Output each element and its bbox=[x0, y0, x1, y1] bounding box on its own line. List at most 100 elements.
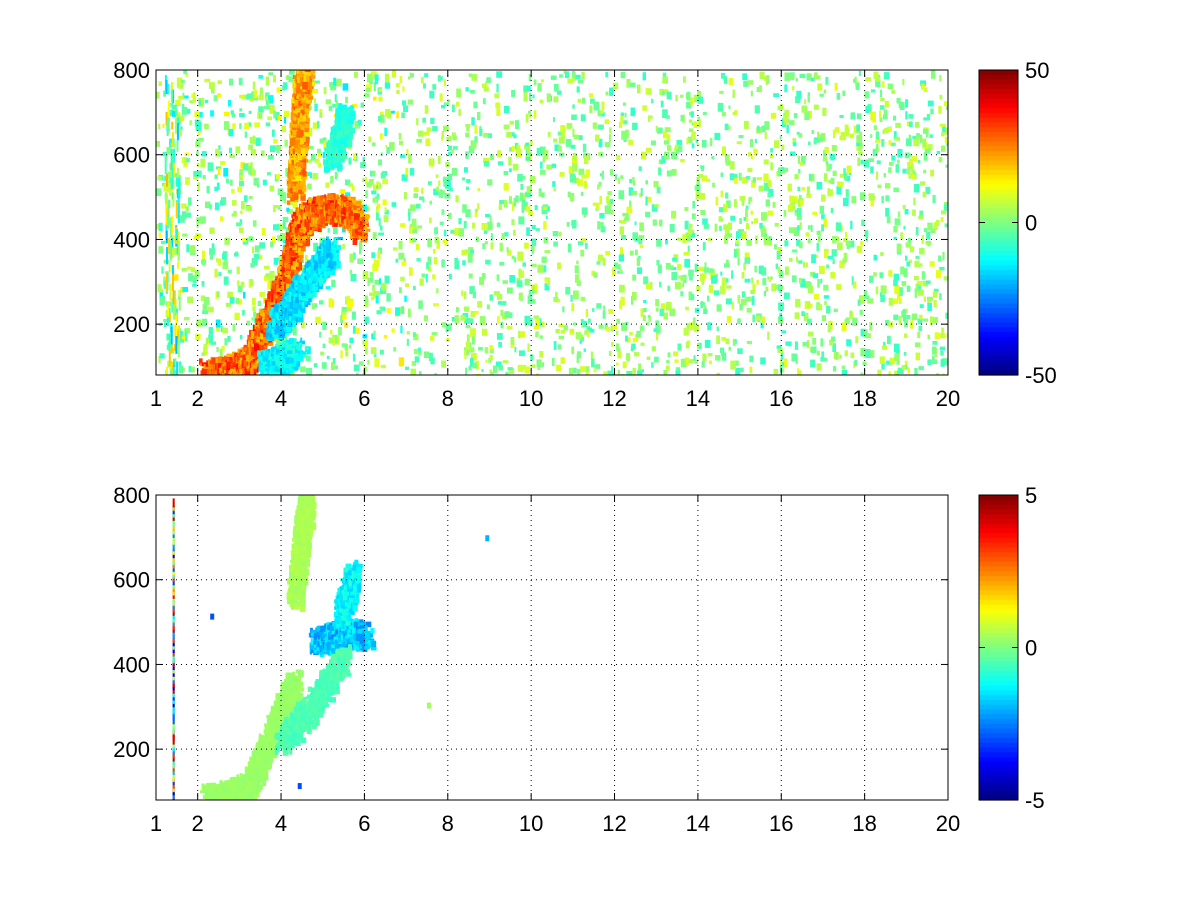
heatmap-cell bbox=[346, 295, 350, 302]
heatmap-cell bbox=[893, 273, 900, 281]
heatmap-cell bbox=[591, 270, 596, 276]
heatmap-cell bbox=[176, 201, 178, 219]
heatmap-cell bbox=[691, 213, 696, 219]
heatmap-cell bbox=[555, 291, 558, 299]
heatmap-cell bbox=[789, 195, 794, 203]
heatmap-cell bbox=[279, 288, 284, 292]
heatmap-cell bbox=[632, 291, 637, 301]
heatmap-cell bbox=[667, 265, 674, 269]
heatmap-cell bbox=[539, 146, 546, 155]
heatmap-cell bbox=[469, 286, 475, 294]
heatmap-cell bbox=[429, 200, 432, 205]
heatmap-cell bbox=[463, 220, 467, 229]
heatmap-cell bbox=[391, 70, 397, 78]
heatmap-cell bbox=[868, 158, 874, 162]
heatmap-cell bbox=[688, 136, 693, 144]
heatmap-cell bbox=[754, 265, 757, 273]
heatmap-cell bbox=[207, 378, 211, 382]
heatmap-cell bbox=[687, 245, 690, 252]
heatmap-cell bbox=[839, 354, 842, 359]
heatmap-cell bbox=[823, 173, 828, 182]
heatmap-cell bbox=[308, 145, 314, 150]
heatmap-cell bbox=[323, 194, 327, 201]
heatmap-cell bbox=[508, 168, 512, 173]
heatmap-cell bbox=[567, 191, 571, 198]
heatmap-cell bbox=[726, 298, 732, 305]
heatmap-cell bbox=[927, 297, 931, 306]
heatmap-cell bbox=[490, 242, 494, 250]
heatmap-cell bbox=[356, 327, 360, 334]
heatmap-cell bbox=[525, 156, 531, 161]
heatmap-cell bbox=[933, 299, 937, 308]
heatmap-cell bbox=[654, 204, 659, 208]
heatmap-cell bbox=[637, 85, 641, 91]
heatmap-cell bbox=[183, 317, 190, 321]
heatmap-cell bbox=[446, 337, 450, 342]
heatmap-cell bbox=[305, 204, 309, 211]
heatmap-cell bbox=[273, 110, 276, 119]
heatmap-cell bbox=[767, 331, 770, 341]
heatmap-cell bbox=[493, 291, 500, 296]
heatmap-cell bbox=[734, 199, 737, 208]
heatmap-cell bbox=[710, 268, 713, 272]
heatmap-cell bbox=[501, 233, 505, 240]
heatmap-cell bbox=[932, 317, 938, 324]
heatmap-cell bbox=[652, 219, 657, 226]
heatmap-cell bbox=[528, 210, 533, 216]
heatmap-cell bbox=[671, 272, 678, 281]
heatmap-cell bbox=[389, 142, 395, 151]
heatmap-cell bbox=[647, 314, 651, 319]
heatmap-cell bbox=[529, 92, 532, 102]
heatmap-cell bbox=[622, 361, 627, 369]
heatmap-cell bbox=[275, 299, 279, 305]
heatmap-cell bbox=[287, 208, 293, 214]
heatmap-cell bbox=[471, 336, 475, 345]
heatmap-cell bbox=[271, 236, 276, 244]
heatmap-cell bbox=[250, 149, 257, 155]
heatmap-cell bbox=[840, 132, 846, 141]
heatmap-cell bbox=[451, 317, 457, 322]
heatmap-cell bbox=[188, 273, 193, 282]
heatmap-cell bbox=[813, 104, 819, 110]
heatmap-cell bbox=[544, 283, 550, 291]
heatmap-cell bbox=[472, 362, 477, 369]
heatmap-cell bbox=[398, 252, 405, 260]
heatmap-cell bbox=[698, 174, 704, 178]
heatmap-cell bbox=[460, 315, 466, 321]
heatmap-cell bbox=[177, 240, 180, 261]
heatmap-cell bbox=[571, 156, 578, 164]
heatmap-cell bbox=[810, 77, 815, 82]
heatmap-cell bbox=[339, 189, 346, 194]
heatmap-cell bbox=[169, 138, 175, 148]
heatmap-cell bbox=[745, 209, 748, 218]
heatmap-cell bbox=[744, 257, 751, 264]
heatmap-cell bbox=[399, 287, 402, 294]
heatmap-cell bbox=[554, 144, 560, 151]
heatmap-cell bbox=[216, 258, 219, 263]
heatmap-cell bbox=[163, 318, 169, 322]
heatmap-cell bbox=[526, 186, 532, 193]
heatmap-cell bbox=[377, 250, 381, 259]
heatmap-cell bbox=[215, 166, 221, 170]
heatmap-cell bbox=[231, 375, 235, 383]
heatmap-cell bbox=[570, 144, 576, 149]
heatmap-cell bbox=[519, 270, 525, 278]
heatmap-cell bbox=[761, 267, 767, 276]
heatmap-cell bbox=[942, 124, 946, 133]
heatmap-cell bbox=[565, 71, 569, 79]
heatmap-cell bbox=[172, 289, 175, 305]
heatmap-cell bbox=[667, 285, 671, 292]
heatmap-cell bbox=[403, 105, 409, 112]
heatmap-cell bbox=[384, 127, 387, 136]
heatmap-cell bbox=[297, 246, 301, 251]
heatmap-cell bbox=[282, 221, 286, 229]
heatmap-cell bbox=[599, 196, 602, 205]
heatmap-cell bbox=[912, 135, 917, 139]
heatmap-cell bbox=[789, 151, 796, 156]
heatmap-cell bbox=[914, 342, 921, 347]
heatmap-cell bbox=[624, 112, 627, 118]
heatmap-cell bbox=[483, 86, 489, 92]
heatmap-cell bbox=[558, 335, 564, 340]
heatmap-cell bbox=[915, 352, 920, 361]
heatmap-cell bbox=[304, 346, 311, 355]
